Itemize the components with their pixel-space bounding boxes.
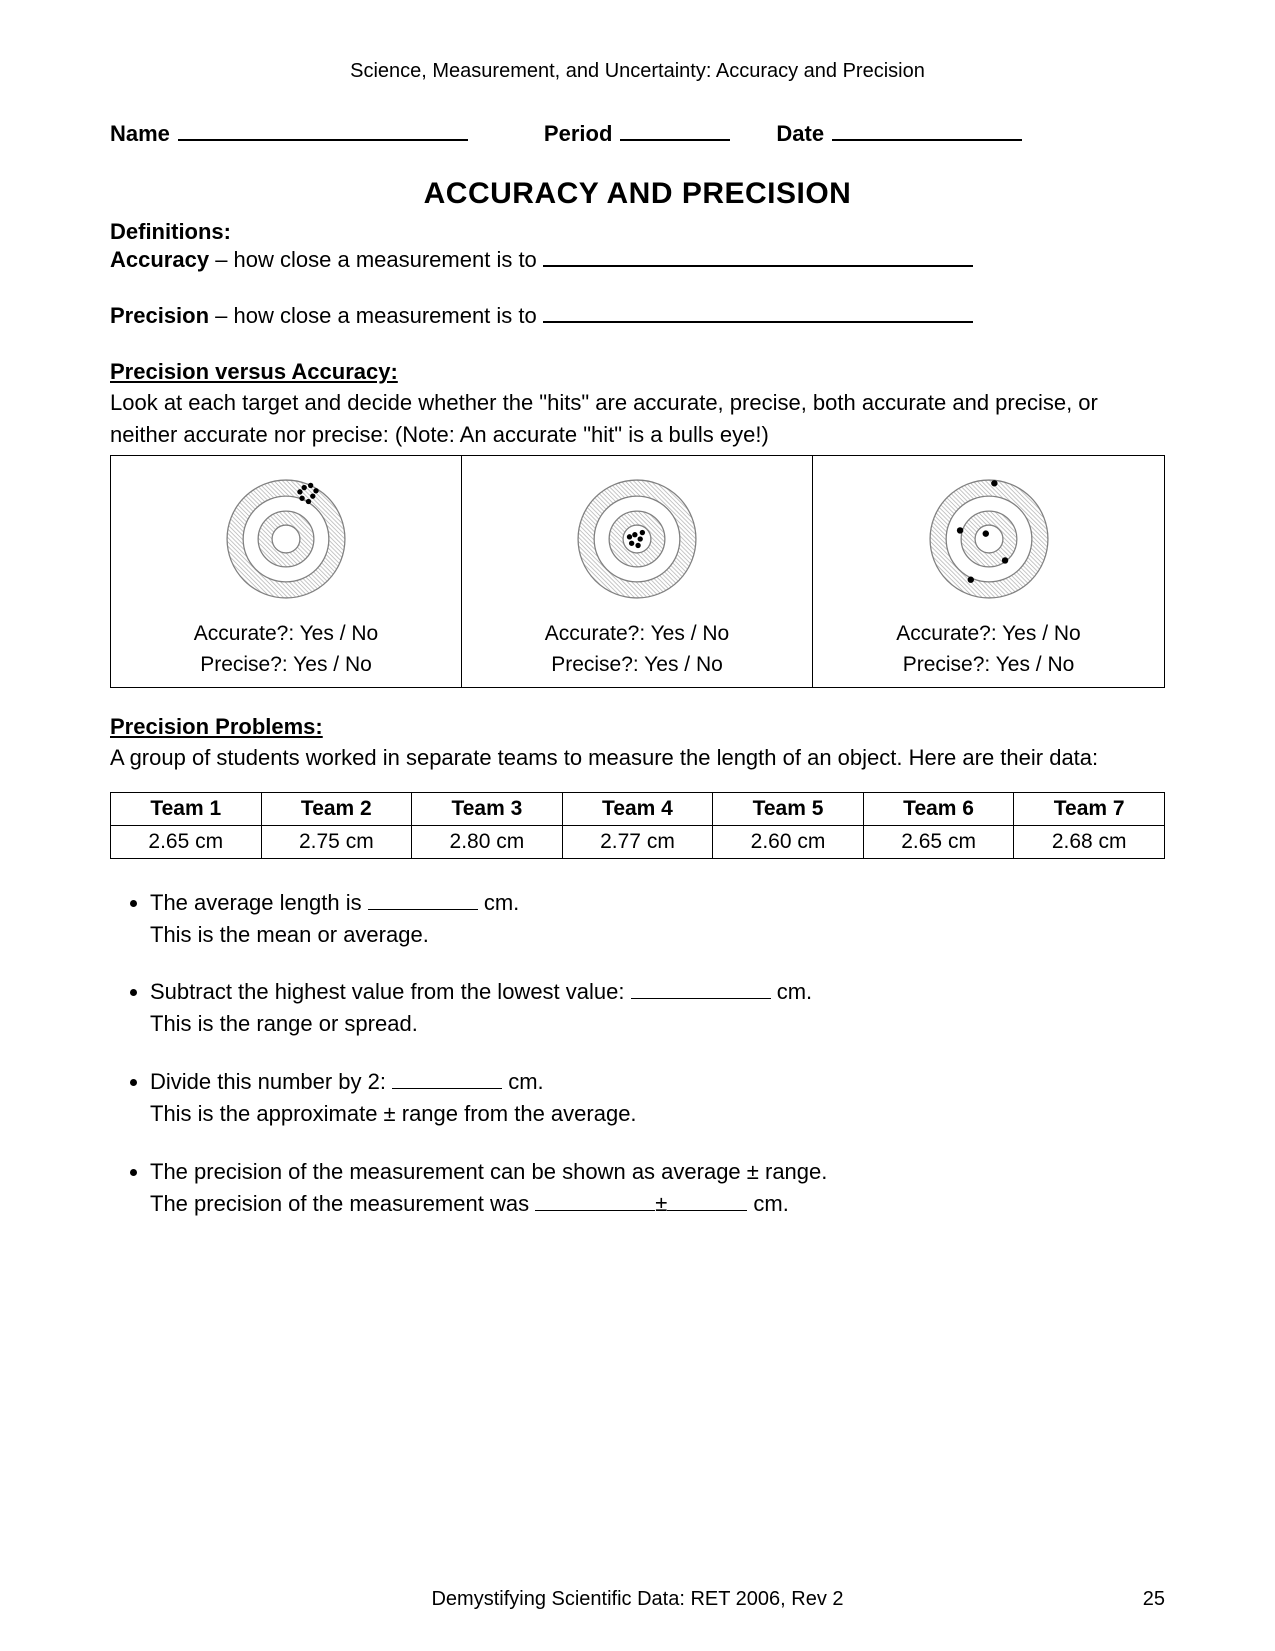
precise-yn-3[interactable]: Precise?: Yes / No: [813, 649, 1164, 681]
halfrange-blank[interactable]: [392, 1073, 502, 1089]
target-diagram-1: [196, 464, 376, 614]
accuracy-text: – how close a measurement is to: [209, 247, 543, 272]
footer-text: Demystifying Scientific Data: RET 2006, …: [0, 1588, 1275, 1611]
bullet-text: cm.: [771, 979, 813, 1004]
team-header: Team 7: [1014, 792, 1165, 825]
target-cell-1: Accurate?: Yes / No Precise?: Yes / No: [111, 456, 462, 687]
avg-blank[interactable]: [368, 894, 478, 910]
bullet-text: The precision of the measurement can be …: [150, 1159, 747, 1184]
team-header: Team 5: [713, 792, 864, 825]
team-value: 2.68 cm: [1014, 825, 1165, 858]
period-label: Period: [544, 121, 612, 147]
precise-yn-1[interactable]: Precise?: Yes / No: [111, 649, 461, 681]
bullet-text: cm.: [478, 890, 520, 915]
bullet-text: The average length is: [150, 890, 368, 915]
bullet-list: The average length is cm. This is the me…: [110, 887, 1165, 1220]
problems-head: Precision Problems:: [110, 714, 1165, 740]
team-value: 2.75 cm: [261, 825, 412, 858]
accurate-yn-1[interactable]: Accurate?: Yes / No: [111, 618, 461, 650]
page-title: ACCURACY AND PRECISION: [110, 177, 1165, 211]
precision-definition: Precision – how close a measurement is t…: [110, 303, 1165, 329]
definitions-head: Definitions:: [110, 219, 1165, 245]
name-period-date-line: Name Period Date: [110, 121, 1165, 147]
precision-term: Precision: [110, 303, 209, 328]
bullet-sub: This is the range or spread.: [150, 1011, 418, 1036]
targets-grid: Accurate?: Yes / No Precise?: Yes / No A…: [110, 455, 1165, 688]
team-header: Team 3: [412, 792, 563, 825]
team-value: 2.65 cm: [111, 825, 262, 858]
accuracy-definition: Accuracy – how close a measurement is to: [110, 247, 1165, 273]
name-blank[interactable]: [178, 123, 468, 141]
bullet-text: cm.: [747, 1191, 789, 1216]
bullet-average: The average length is cm. This is the me…: [150, 887, 1165, 951]
accuracy-term: Accuracy: [110, 247, 209, 272]
bullet-text: Subtract the highest value from the lowe…: [150, 979, 631, 1004]
accurate-yn-3[interactable]: Accurate?: Yes / No: [813, 618, 1164, 650]
problems-intro: A group of students worked in separate t…: [110, 742, 1165, 774]
target-diagram-3: [899, 464, 1079, 614]
precise-yn-2[interactable]: Precise?: Yes / No: [462, 649, 812, 681]
pm-symbol: ±: [384, 1101, 396, 1126]
pva-text: Look at each target and decide whether t…: [110, 387, 1165, 451]
bullet-divide: Divide this number by 2: cm. This is the…: [150, 1066, 1165, 1130]
team-value: 2.60 cm: [713, 825, 864, 858]
team-header: Team 4: [562, 792, 713, 825]
bullet-sub: The precision of the measurement was: [150, 1191, 535, 1216]
precision-text: – how close a measurement is to: [209, 303, 543, 328]
team-value: 2.65 cm: [863, 825, 1014, 858]
page-number: 25: [1143, 1588, 1165, 1611]
target-cell-3: Accurate?: Yes / No Precise?: Yes / No: [813, 456, 1164, 687]
team-value: 2.77 cm: [562, 825, 713, 858]
bullet-text: cm.: [502, 1069, 544, 1094]
bullet-text: Divide this number by 2:: [150, 1069, 392, 1094]
date-label: Date: [776, 121, 824, 147]
precision-range-blank[interactable]: [667, 1195, 747, 1211]
team-value: 2.80 cm: [412, 825, 563, 858]
pva-head: Precision versus Accuracy:: [110, 359, 1165, 385]
range-blank[interactable]: [631, 983, 771, 999]
name-label: Name: [110, 121, 170, 147]
accurate-yn-2[interactable]: Accurate?: Yes / No: [462, 618, 812, 650]
pm-symbol: ±: [747, 1159, 759, 1184]
precision-blank[interactable]: [543, 305, 973, 323]
bullet-precision: The precision of the measurement can be …: [150, 1156, 1165, 1220]
precision-avg-blank[interactable]: [535, 1195, 655, 1211]
pm-symbol: ±: [655, 1191, 667, 1216]
date-blank[interactable]: [832, 123, 1022, 141]
team-header: Team 6: [863, 792, 1014, 825]
header-subject: Science, Measurement, and Uncertainty: A…: [110, 60, 1165, 83]
target-diagram-2: [547, 464, 727, 614]
bullet-sub: range from the average.: [396, 1101, 637, 1126]
period-blank[interactable]: [620, 123, 730, 141]
bullet-range: Subtract the highest value from the lowe…: [150, 976, 1165, 1040]
team-header: Team 1: [111, 792, 262, 825]
team-header: Team 2: [261, 792, 412, 825]
bullet-sub: This is the approximate: [150, 1101, 384, 1126]
target-cell-2: Accurate?: Yes / No Precise?: Yes / No: [462, 456, 813, 687]
bullet-sub: This is the mean or average.: [150, 922, 429, 947]
bullet-text: range.: [759, 1159, 828, 1184]
teams-table: Team 1Team 2Team 3Team 4Team 5Team 6Team…: [110, 792, 1165, 859]
accuracy-blank[interactable]: [543, 249, 973, 267]
